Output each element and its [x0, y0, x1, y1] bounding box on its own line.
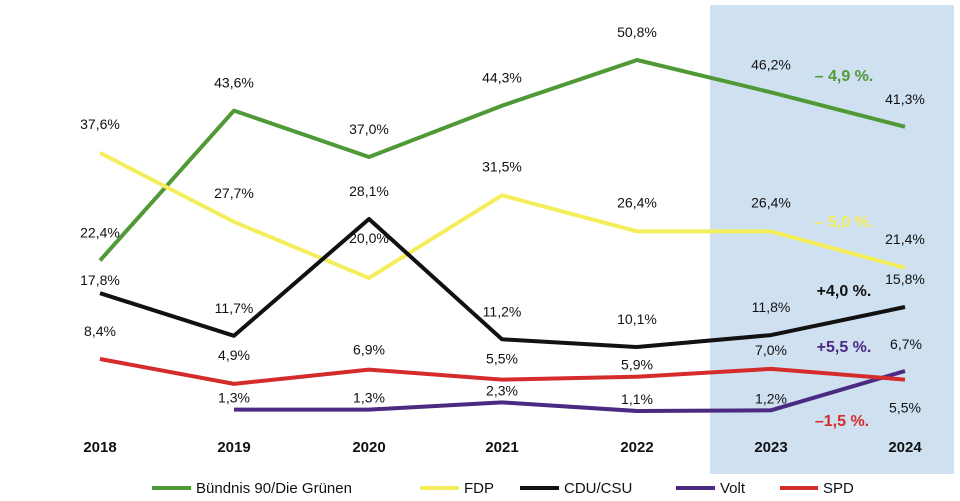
value-label-2-2018: 17,8%: [80, 272, 120, 288]
value-label-2-2019: 11,7%: [215, 300, 254, 316]
x-tick-label-2022: 2022: [620, 439, 653, 456]
x-tick-label-2024: 2024: [888, 439, 922, 456]
value-label-0-2022: 50,8%: [617, 24, 657, 40]
value-label-3-2019: 1,3%: [218, 390, 250, 406]
value-label-3-2020: 1,3%: [353, 390, 385, 406]
value-label-1-2021: 31,5%: [482, 158, 522, 174]
change-label-2: +4,0 %.: [817, 283, 872, 300]
value-label-3-2021: 2,3%: [486, 382, 518, 398]
series-lines: [98, 58, 906, 413]
series-line-0: [98, 58, 906, 262]
value-label-3-2024: 6,7%: [890, 336, 922, 352]
value-label-0-2019: 43,6%: [214, 75, 254, 91]
value-label-0-2018: 22,4%: [80, 225, 120, 241]
change-label-0: – 4,9 %.: [815, 68, 874, 85]
series-line-1: [99, 151, 906, 280]
legend-label-1: FDP: [464, 480, 494, 497]
series-line-2: [99, 217, 906, 349]
x-tick-label-2019: 2019: [217, 439, 250, 456]
value-label-0-2023: 46,2%: [751, 56, 791, 72]
x-tick-label-2023: 2023: [754, 439, 787, 456]
value-label-0-2020: 37,0%: [349, 121, 389, 137]
value-label-4-2020: 6,9%: [353, 342, 385, 358]
series-line-3: [234, 369, 906, 413]
change-label-1: – 5,0 %.: [815, 214, 874, 231]
value-label-2-2022: 10,1%: [617, 311, 657, 327]
x-axis-labels: 2018 2019 2020 2021 2022 2023 2024: [83, 439, 922, 456]
value-label-1-2018: 37,6%: [80, 116, 120, 132]
value-label-4-2018: 8,4%: [84, 323, 116, 339]
legend-label-0: Bündnis 90/Die Grünen: [196, 480, 352, 497]
value-label-4-2019: 4,9%: [218, 347, 250, 363]
value-label-2-2024: 15,8%: [885, 271, 925, 287]
value-label-1-2023: 26,4%: [751, 194, 791, 210]
value-label-0-2024: 41,3%: [885, 91, 925, 107]
value-label-4-2022: 5,9%: [621, 357, 653, 373]
value-label-2-2023: 11,8%: [752, 299, 791, 315]
legend-label-3: Volt: [720, 480, 746, 497]
highlight-band: [710, 5, 954, 474]
value-label-4-2021: 5,5%: [486, 351, 518, 367]
x-tick-label-2021: 2021: [485, 439, 518, 456]
legend-label-4: SPD: [823, 480, 854, 497]
value-label-4-2024: 5,5%: [889, 400, 921, 416]
value-label-3-2022: 1,1%: [621, 391, 653, 407]
value-label-2-2020: 28,1%: [349, 183, 389, 199]
value-label-1-2020: 20,0%: [349, 230, 389, 246]
value-label-1-2024: 21,4%: [885, 231, 925, 247]
value-label-1-2019: 27,7%: [214, 185, 254, 201]
change-labels: – 4,9 %. – 5,0 %. +4,0 %. +5,5 %. –1,5 %.: [815, 68, 874, 430]
value-label-0-2021: 44,3%: [482, 70, 522, 86]
x-tick-label-2018: 2018: [83, 439, 116, 456]
value-label-2-2021: 11,2%: [483, 303, 522, 319]
value-label-3-2023: 1,2%: [755, 390, 787, 406]
x-tick-label-2020: 2020: [352, 439, 385, 456]
value-labels: 22,4% 43,6% 37,0% 44,3% 50,8% 46,2% 41,3% 37,6%…: [80, 24, 925, 416]
change-label-3: +5,5 %.: [817, 339, 872, 356]
series-line-4: [99, 357, 906, 386]
value-label-4-2023: 7,0%: [755, 342, 787, 358]
legend-label-2: CDU/CSU: [564, 480, 632, 497]
change-label-4: –1,5 %.: [815, 413, 869, 430]
legend: Bündnis 90/Die Grünen FDP CDU/CSU Volt SPD: [152, 480, 854, 497]
value-label-1-2022: 26,4%: [617, 194, 657, 210]
